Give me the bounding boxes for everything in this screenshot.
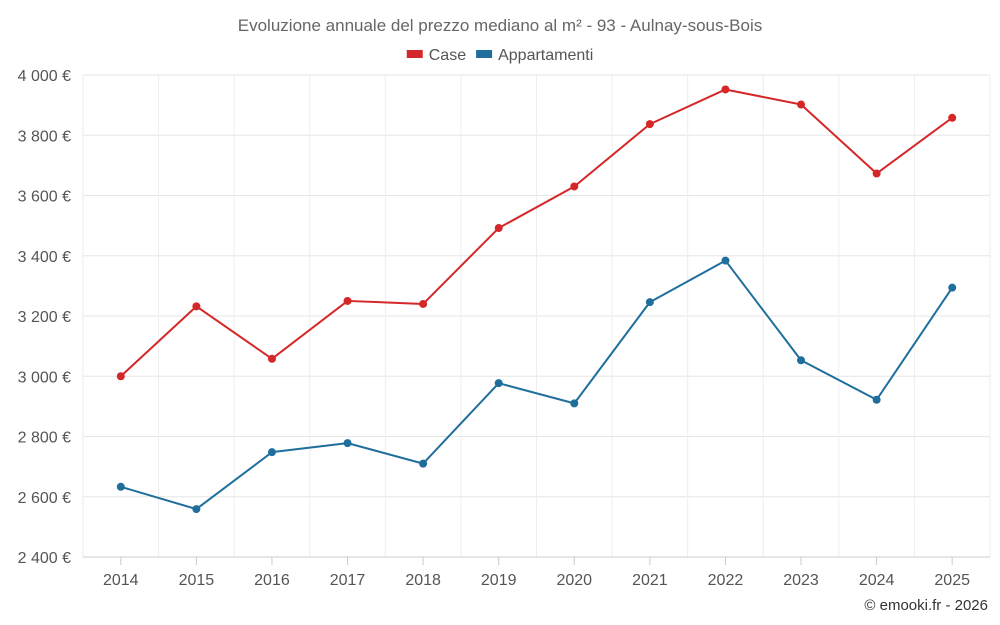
x-tick-label: 2020 bbox=[556, 572, 592, 589]
y-tick-label: 3 600 € bbox=[18, 189, 71, 206]
data-point-case[interactable] bbox=[645, 120, 654, 129]
x-tick-label: 2019 bbox=[481, 572, 517, 589]
data-point-appartamenti[interactable] bbox=[116, 482, 125, 491]
data-point-appartamenti[interactable] bbox=[419, 459, 428, 468]
data-point-case[interactable] bbox=[116, 372, 125, 381]
series-line-case bbox=[120, 88, 953, 377]
y-tick-label: 4 000 € bbox=[18, 68, 71, 85]
grid bbox=[82, 74, 991, 557]
data-point-appartamenti[interactable] bbox=[343, 439, 352, 448]
data-point-case[interactable] bbox=[872, 169, 881, 178]
y-tick-label: 3 400 € bbox=[18, 249, 71, 266]
y-tick-label: 3 800 € bbox=[18, 128, 71, 145]
y-tick-label: 2 600 € bbox=[18, 490, 71, 507]
y-tick-label: 3 200 € bbox=[18, 309, 71, 326]
legend[interactable]: Case Appartamenti bbox=[406, 47, 594, 64]
x-tick-label: 2014 bbox=[103, 572, 139, 589]
data-point-case[interactable] bbox=[721, 85, 730, 94]
x-tick-label: 2025 bbox=[934, 572, 970, 589]
legend-swatch bbox=[476, 50, 493, 58]
y-tick-label: 2 400 € bbox=[18, 550, 71, 567]
data-point-case[interactable] bbox=[494, 224, 503, 233]
y-tick-label: 3 000 € bbox=[18, 369, 71, 386]
data-point-case[interactable] bbox=[192, 302, 201, 311]
data-point-appartamenti[interactable] bbox=[872, 395, 881, 404]
data-point-case[interactable] bbox=[948, 113, 957, 122]
data-point-appartamenti[interactable] bbox=[494, 379, 503, 388]
series-line-appartamenti bbox=[120, 259, 954, 511]
data-point-appartamenti[interactable] bbox=[797, 356, 806, 365]
legend-item-case[interactable]: Case bbox=[406, 47, 466, 64]
legend-label: Appartamenti bbox=[498, 47, 593, 64]
x-tick-label: 2016 bbox=[254, 572, 290, 589]
x-tick-label: 2023 bbox=[783, 572, 819, 589]
data-point-appartamenti[interactable] bbox=[192, 505, 201, 514]
legend-label: Case bbox=[429, 47, 466, 64]
chart-title: Evoluzione annuale del prezzo mediano al… bbox=[238, 16, 762, 35]
data-point-case[interactable] bbox=[797, 100, 806, 109]
credit-text: © emooki.fr - 2026 bbox=[864, 597, 988, 614]
y-tick-label: 2 800 € bbox=[18, 430, 71, 447]
x-tick-label: 2024 bbox=[859, 572, 895, 589]
data-point-appartamenti[interactable] bbox=[948, 283, 957, 292]
data-point-appartamenti[interactable] bbox=[721, 256, 730, 265]
axes: 2 400 € 2 600 € 2 800 € 3 000 € 3 200 € 3 400… bbox=[18, 68, 990, 589]
data-point-case[interactable] bbox=[419, 299, 428, 308]
data-point-case[interactable] bbox=[570, 182, 579, 191]
x-tick-label: 2018 bbox=[405, 572, 441, 589]
data-point-appartamenti[interactable] bbox=[645, 298, 654, 307]
x-tick-label: 2021 bbox=[632, 572, 668, 589]
legend-item-appartamenti[interactable]: Appartamenti bbox=[476, 47, 593, 64]
data-point-appartamenti[interactable] bbox=[570, 399, 579, 408]
x-tick-label: 2017 bbox=[330, 572, 366, 589]
legend-swatch bbox=[406, 50, 423, 58]
series-layer bbox=[116, 85, 957, 514]
data-point-case[interactable] bbox=[267, 354, 276, 363]
data-point-case[interactable] bbox=[343, 296, 352, 305]
data-point-appartamenti[interactable] bbox=[267, 448, 276, 457]
x-tick-label: 2015 bbox=[179, 572, 215, 589]
x-tick-label: 2022 bbox=[708, 572, 744, 589]
